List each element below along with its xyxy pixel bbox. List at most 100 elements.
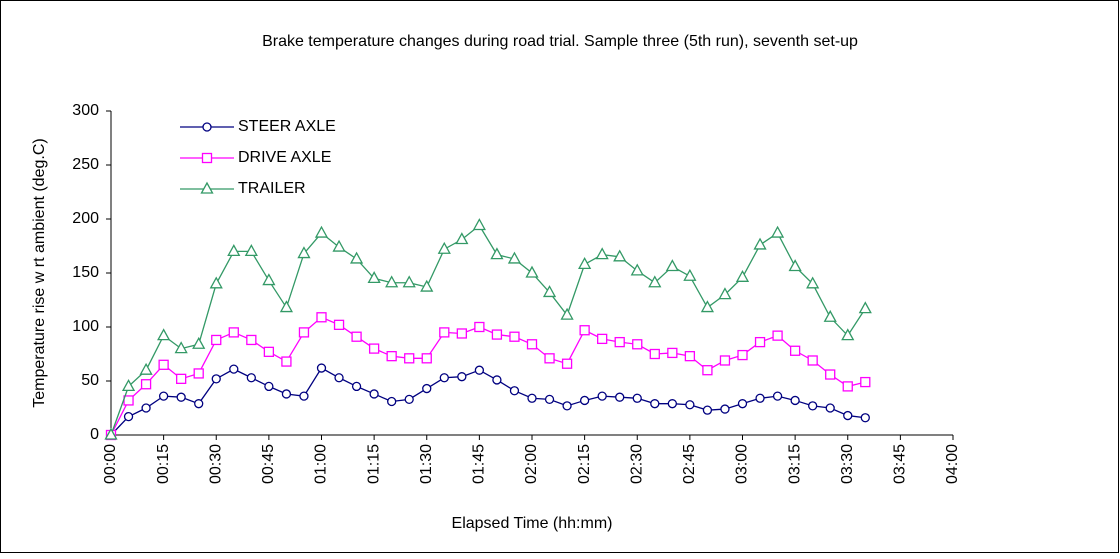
marker [316,363,327,373]
marker [334,373,344,383]
marker [279,300,294,313]
marker [825,403,835,413]
marker [788,259,802,272]
marker [193,368,204,379]
marker [544,353,555,364]
marker [474,321,485,333]
x-tick-label: 03:45 [892,444,909,484]
marker [753,237,767,250]
x-tick-label: 03:30 [839,444,856,484]
marker [314,225,329,238]
marker [244,244,258,257]
marker [632,339,643,350]
marker [770,225,785,238]
marker [562,401,572,411]
marker [526,339,538,350]
marker [457,372,467,382]
x-tick-label: 00:15 [155,444,172,484]
marker [298,327,310,338]
marker [140,379,152,390]
marker [579,395,590,406]
marker [246,334,257,346]
x-tick-label: 02:00 [523,444,540,484]
marker [387,396,397,407]
x-tick-label: 01:00 [313,444,330,484]
marker [369,389,379,399]
marker [597,333,608,345]
y-tick-label: 100 [72,318,99,335]
x-axis-label: Elapsed Time (hh:mm) [452,515,613,532]
x-tick-label: 03:15 [786,444,803,484]
marker [579,325,590,336]
marker [333,319,345,330]
marker [578,257,592,270]
marker [648,275,662,288]
marker [683,268,697,281]
marker [121,379,136,392]
marker [720,404,730,414]
marker [754,336,766,348]
x-tick-label: 02:45 [681,444,698,484]
marker [860,413,870,423]
marker [192,336,206,349]
marker [614,336,625,348]
marker [772,330,783,341]
marker [421,353,432,364]
marker [755,393,765,403]
marker [613,249,627,262]
marker [367,271,381,284]
marker [841,328,855,341]
marker [491,329,503,340]
marker [157,328,171,341]
x-tick-label: 01:30 [418,444,435,484]
x-tick-label: 02:30 [628,444,645,484]
marker [632,393,642,403]
y-axis-label: Temperature rise w rt ambient (deg.C) [31,138,48,407]
marker [544,394,555,405]
marker [507,251,522,264]
marker [808,401,818,411]
marker [630,263,644,276]
x-tick-label: 02:15 [576,444,593,484]
marker [228,327,239,338]
marker [158,359,169,370]
marker [702,405,713,415]
y-tick-label: 300 [72,102,99,119]
x-tick-label: 03:00 [734,444,751,484]
marker [650,399,660,409]
marker [263,346,275,357]
x-tick-label: 00:00 [102,444,119,484]
marker [209,276,223,289]
marker [123,395,134,406]
marker [597,391,607,401]
marker [702,365,713,376]
marker [386,351,397,362]
marker [422,383,432,394]
marker [718,287,732,300]
marker [842,381,853,392]
marker [858,301,872,314]
marker [790,395,800,406]
y-tick-label: 0 [90,426,99,443]
marker [825,369,836,380]
marker [349,251,364,264]
marker [229,364,239,374]
marker [772,391,783,401]
marker [139,362,153,375]
marker [420,279,434,292]
marker [509,386,520,396]
marker [595,247,609,260]
marker [141,403,151,413]
marker [474,365,485,375]
marker [211,334,222,346]
marker [527,393,537,403]
marker [176,392,186,402]
marker [351,381,362,392]
x-tick-label: 04:00 [944,444,961,484]
x-tick-label: 00:45 [260,444,277,484]
marker [104,427,118,440]
marker [281,389,292,399]
marker [455,232,469,245]
marker [719,355,731,366]
marker [227,244,241,257]
